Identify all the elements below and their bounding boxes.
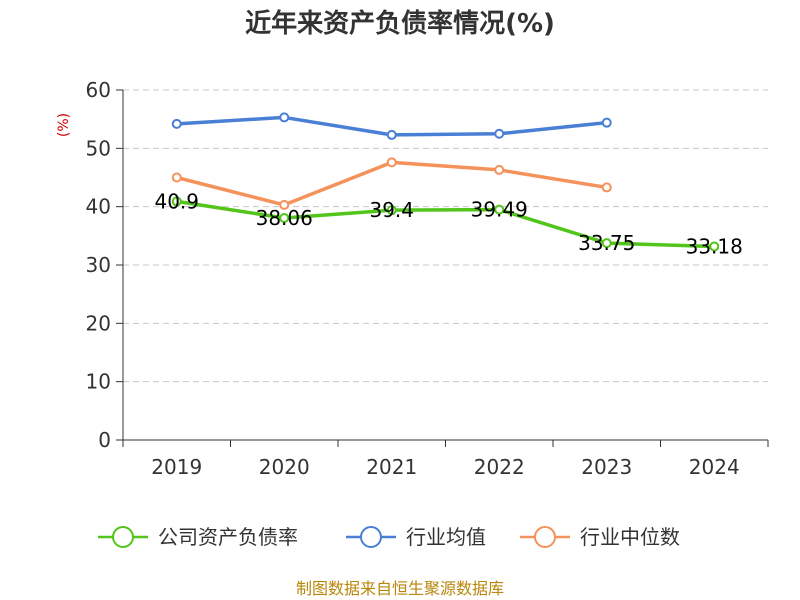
series-1	[171, 112, 612, 140]
x-tick-label: 2021	[366, 455, 417, 479]
data-point	[601, 117, 612, 128]
legend-label: 公司资产负债率	[158, 525, 298, 549]
legend-item: 公司资产负债率	[98, 525, 298, 549]
data-point	[494, 164, 505, 175]
data-point	[709, 241, 720, 252]
y-tick-label: 10	[86, 370, 111, 394]
data-label: 39.4	[369, 198, 414, 222]
legend-item: 行业均值	[346, 525, 486, 549]
gridlines	[123, 89, 768, 383]
data-point	[494, 128, 505, 139]
legend: 公司资产负债率 行业均值 行业中位数	[98, 525, 680, 549]
data-point	[386, 157, 397, 168]
data-point	[494, 204, 505, 215]
y-axis-label: (%)	[56, 113, 72, 137]
data-point	[279, 199, 290, 210]
data-label: 33.75	[578, 231, 635, 255]
data-point	[386, 205, 397, 216]
y-tick-label: 60	[86, 78, 111, 102]
data-point	[601, 182, 612, 193]
data-label: 40.9	[154, 189, 199, 213]
y-tick-labels: 0 10 20 30 40 50 60	[86, 78, 111, 452]
y-tick-label: 30	[86, 253, 111, 277]
x-tick-label: 2019	[151, 455, 202, 479]
source-note: 制图数据来自恒生聚源数据库	[296, 579, 504, 598]
legend-marker	[112, 526, 134, 548]
data-point	[171, 196, 182, 207]
y-tick-label: 50	[86, 136, 111, 160]
y-tick-label: 40	[86, 195, 111, 219]
y-tick-label: 0	[98, 428, 111, 452]
series-0	[171, 196, 720, 252]
legend-item: 行业中位数	[520, 525, 680, 549]
data-labels: 40.9 38.06 39.4 39.49 33.75 33.18	[154, 189, 742, 258]
data-point	[386, 129, 397, 140]
legend-label: 行业均值	[406, 525, 486, 549]
data-point	[601, 238, 612, 249]
legend-marker	[534, 526, 556, 548]
legend-marker	[360, 526, 382, 548]
x-tick-label: 2023	[581, 455, 632, 479]
chart-title: 近年来资产负债率情况(%)	[245, 8, 555, 39]
x-tick-label: 2024	[689, 455, 740, 479]
series-2	[171, 157, 612, 210]
data-point	[171, 118, 182, 129]
x-tick-label: 2022	[474, 455, 525, 479]
x-tick-labels: 2019 2020 2021 2022 2023 2024	[151, 455, 739, 479]
series-line	[176, 199, 715, 249]
legend-label: 行业中位数	[580, 525, 680, 549]
data-point	[171, 172, 182, 183]
axes	[116, 89, 769, 447]
x-tick-label: 2020	[259, 455, 310, 479]
data-label: 38.06	[256, 206, 313, 230]
data-point	[279, 112, 290, 123]
data-label: 33.18	[686, 234, 743, 258]
series-lines	[171, 112, 720, 252]
data-point	[279, 212, 290, 223]
data-label: 39.49	[471, 198, 528, 222]
y-tick-label: 20	[86, 311, 111, 335]
